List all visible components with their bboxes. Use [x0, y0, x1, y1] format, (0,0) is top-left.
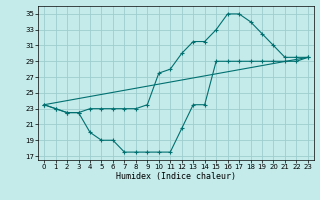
X-axis label: Humidex (Indice chaleur): Humidex (Indice chaleur) — [116, 172, 236, 181]
